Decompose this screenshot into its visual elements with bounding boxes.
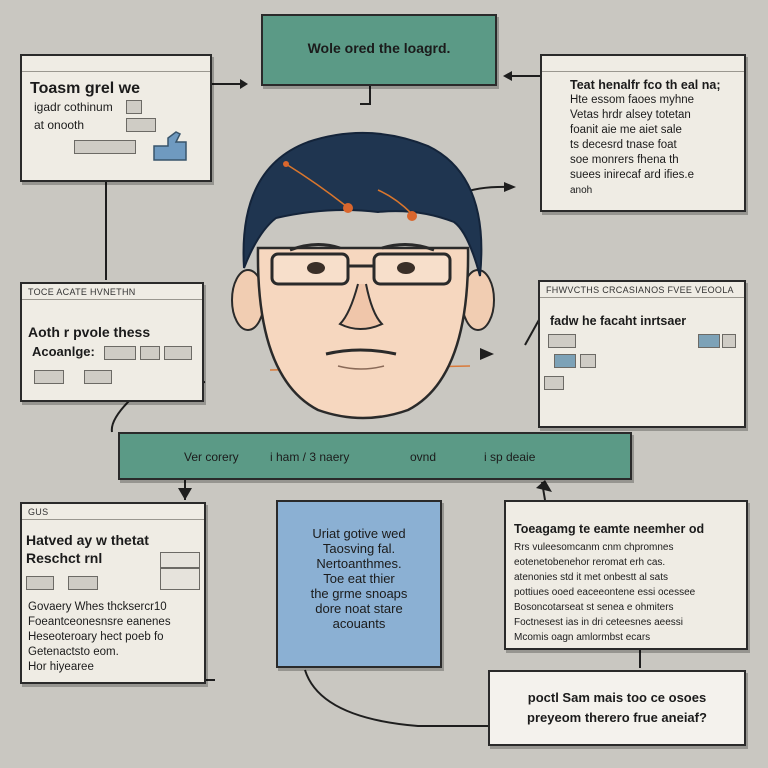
mid-right-button[interactable] [544, 376, 564, 390]
arrowhead-banner-left [178, 488, 192, 500]
center-box-line-7: acouants [332, 616, 386, 631]
bottom-left-panel-line-3: Heseoteroary hect poeb fo [28, 631, 164, 643]
bottom-right-panel-line-5: Bosoncotarseat st senea e ohmiters [514, 602, 674, 613]
mid-right-toggle[interactable] [698, 334, 720, 348]
arrowhead-mid-right [480, 348, 494, 360]
center-box-text: Uriat gotive wed Taosving fal. Nertoanth… [278, 526, 440, 631]
mid-left-field-3[interactable] [164, 346, 192, 360]
bottom-right-panel: Toeagamg te eamte neemher od Rrs vuleeso… [504, 500, 748, 650]
mid-right-panel-header: FHWVCTHS CRCASIANOS FVEE VEOOLA [540, 282, 744, 298]
face-illustration [231, 131, 495, 420]
top-left-panel: Toasm grel we igadr cothinum at onooth [20, 54, 212, 182]
bottom-right-panel-line-2: eotenetobenehor reromat erh cas. [514, 557, 666, 568]
center-box-line-3: Nertoanthmes. [316, 556, 402, 571]
bottom-left-panel-line-5: Hor hiyearee [28, 661, 94, 673]
mid-left-button-1[interactable] [34, 370, 64, 384]
connector-mid-right [524, 317, 541, 346]
connector-center-caption [304, 669, 488, 727]
top-left-checkbox[interactable] [126, 100, 142, 114]
top-right-panel-line-1: Teat henalfr fco th eal na; [570, 78, 721, 92]
top-right-panel-line-3: Vetas hrdr alsey totetan [570, 109, 691, 121]
bottom-left-panel-line-2: Foeantceonesnsre eanenes [28, 616, 171, 628]
middle-banner-item-4[interactable]: i sp deaie [484, 450, 536, 464]
top-right-panel-line-2: Hte essom faoes myhne [570, 94, 695, 106]
top-right-panel-line-4: foanit aie me aiet sale [570, 124, 682, 136]
bottom-right-panel-line-7: Mcomis oagn amlormbst ecars [514, 632, 651, 643]
bottom-left-panel-line-4: Getenactsto eom. [28, 646, 119, 658]
top-left-panel-line-2: at onooth [34, 118, 85, 132]
top-left-panel-header [22, 56, 210, 72]
center-box-line-1: Uriat gotive wed [312, 526, 406, 541]
top-left-button[interactable] [74, 140, 136, 154]
bottom-left-field-2[interactable] [160, 568, 200, 590]
top-banner: Wole ored the loagrd. [261, 14, 497, 86]
arrowhead-top-left [240, 79, 248, 89]
bottom-left-panel-text: Govaery Whes thcksercr10 Foeantceonesnsr… [28, 600, 171, 675]
top-right-panel-line-8: anoh [570, 185, 593, 196]
top-right-panel-line-6: soe monrers fhena th [570, 154, 679, 166]
top-right-panel-line-7: suees inirecaf ard ifies.e [570, 169, 695, 181]
middle-banner-item-1[interactable]: Ver corery [184, 450, 239, 464]
center-box-line-6: dore noat stare [315, 601, 403, 616]
top-left-small-field[interactable] [126, 118, 156, 132]
mid-left-panel-header: TOCE ACATE HVNETHN [22, 284, 202, 300]
center-box-line-4: Toe eat thier [323, 571, 395, 586]
mid-left-panel-subtitle: Acoanlge: [32, 344, 95, 359]
top-right-panel: Teat henalfr fco th eal na; Hte essom fa… [540, 54, 746, 212]
top-right-panel-text: Teat henalfr fco th eal na; Hte essom fa… [570, 78, 721, 198]
bottom-right-panel-line-3: atenonies std it met onbestt al sats [514, 572, 668, 583]
mid-right-field-1[interactable] [548, 334, 576, 348]
bottom-caption-box: poctl Sam mais too ce osoes preyeom ther… [488, 670, 746, 746]
arrowhead-banner-right [536, 480, 552, 492]
mid-left-field-2[interactable] [140, 346, 160, 360]
middle-banner: Ver corery i ham / 3 naery ovnd i sp dea… [118, 432, 632, 480]
bottom-right-panel-line-6: Foctnesest ias in dri ceteesnes aeessi [514, 617, 683, 628]
bottom-left-panel-line-1: Govaery Whes thcksercr10 [28, 601, 167, 613]
center-box-line-2: Taosving fal. [322, 541, 396, 556]
mid-left-panel: TOCE ACATE HVNETHN Aoth r pvole thess Ac… [20, 282, 204, 402]
mid-right-panel-title: fadw he facaht inrtsaer [550, 314, 687, 328]
top-left-panel-title: Toasm grel we [30, 80, 140, 97]
bottom-right-panel-title: Toeagamg te eamte neemher od [514, 522, 705, 536]
bottom-caption-line-2: preyeom therero frue aneiaf? [527, 710, 707, 725]
center-box: Uriat gotive wed Taosving fal. Nertoanth… [276, 500, 442, 668]
arrowhead-top-right [503, 71, 512, 81]
bottom-left-button-2[interactable] [68, 576, 98, 590]
mid-right-checkbox[interactable] [722, 334, 736, 348]
connector-top-banner-down [360, 86, 371, 105]
top-right-panel-header [542, 56, 744, 72]
middle-banner-item-3[interactable]: ovnd [410, 450, 437, 464]
middle-banner-item-2[interactable]: i ham / 3 naery [270, 450, 350, 464]
mid-left-button-2[interactable] [84, 370, 112, 384]
bottom-left-panel-title-2: Reschct rnl [26, 550, 103, 566]
mid-right-field-2[interactable] [554, 354, 576, 368]
arrowhead-face [504, 182, 516, 192]
bottom-left-panel-title-1: Hatved ay w thetat [26, 532, 149, 548]
center-box-line-5: the grme snoaps [310, 586, 408, 601]
top-right-panel-line-5: ts decesrd tnase foat [570, 139, 677, 151]
bottom-caption-line-1: poctl Sam mais too ce osoes [527, 690, 707, 705]
top-left-panel-line-1: igadr cothinum [34, 100, 113, 114]
bottom-left-button-1[interactable] [26, 576, 54, 590]
cursor-hand-icon [153, 131, 187, 161]
bottom-left-panel: GUS Hatved ay w thetat Reschct rnl Govae… [20, 502, 206, 684]
bottom-right-panel-line-1: Rrs vuleesomcanm cnm chpromnes [514, 542, 674, 553]
mid-left-panel-title: Aoth r pvole thess [28, 324, 151, 340]
bottom-right-panel-line-4: pottiues ooed eaceeontene essi ocessee [514, 587, 696, 598]
top-banner-title: Wole ored the loagrd. [307, 40, 451, 56]
mid-left-field-1[interactable] [104, 346, 136, 360]
bottom-right-panel-text: Rrs vuleesomcanm cnm chpromnes eotenetob… [514, 540, 695, 645]
mid-right-field-3[interactable] [580, 354, 596, 368]
bottom-left-field-1[interactable] [160, 552, 200, 568]
bottom-left-panel-header: GUS [22, 504, 204, 520]
mid-right-panel: FHWVCTHS CRCASIANOS FVEE VEOOLA fadw he … [538, 280, 746, 428]
